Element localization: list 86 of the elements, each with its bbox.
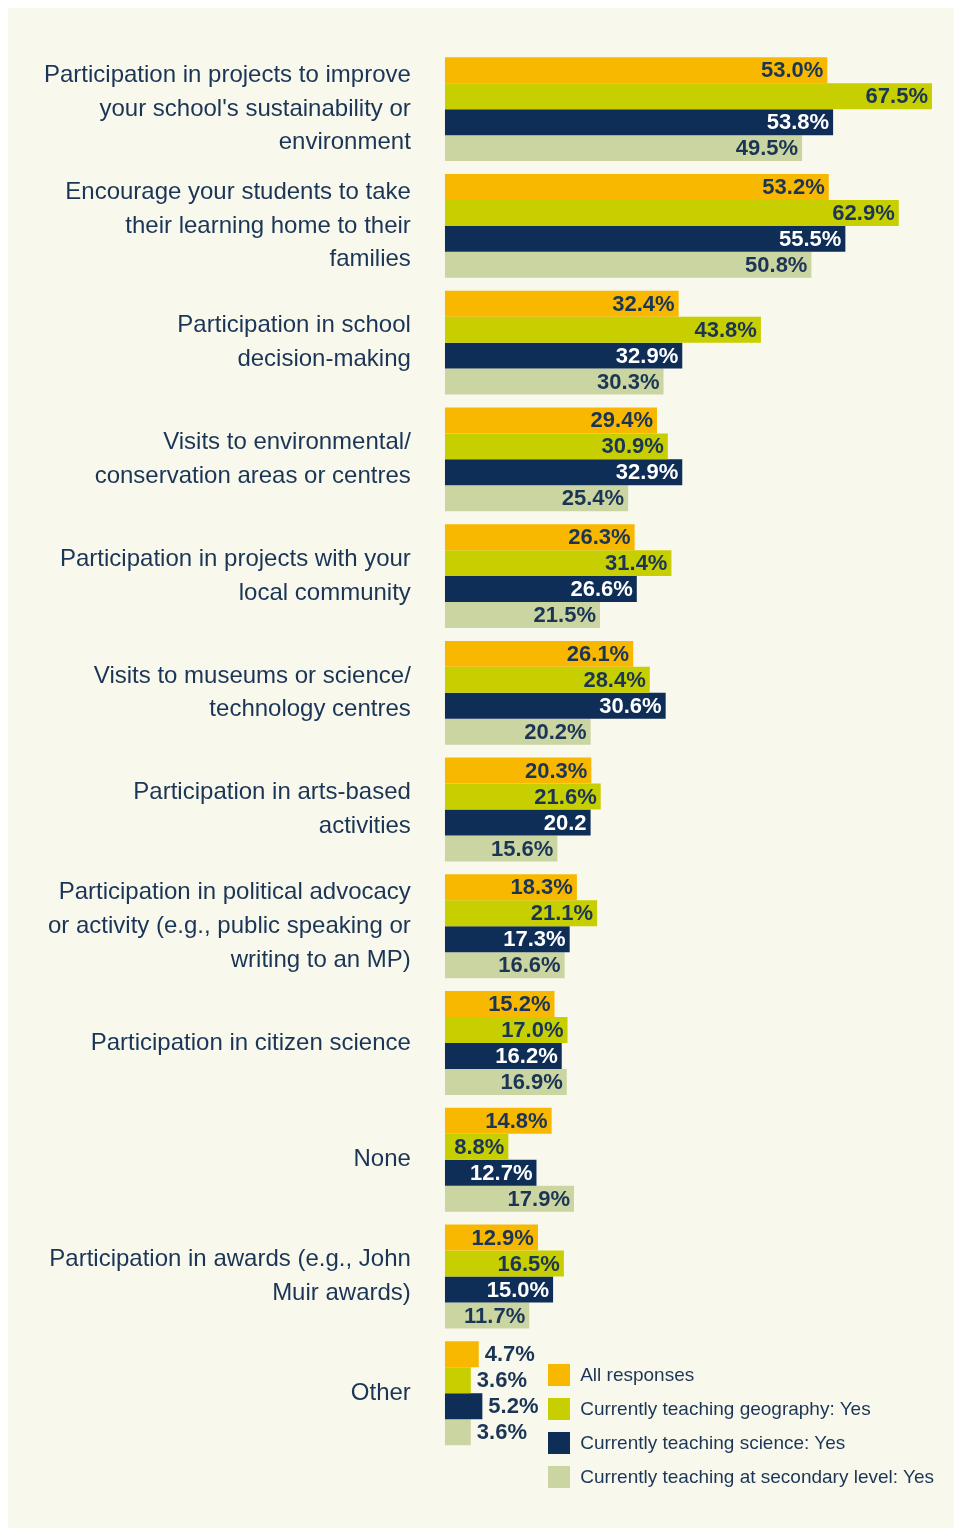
data-label: 21.1%	[530, 900, 594, 926]
data-label: 14.8%	[485, 1107, 548, 1133]
data-label: 17.0%	[501, 1017, 564, 1043]
data-label: 21.5%	[533, 602, 596, 628]
data-label: 43.8%	[694, 316, 757, 342]
bar	[444, 1419, 471, 1446]
data-label: 28.4%	[583, 666, 646, 692]
data-label: 17.9%	[507, 1185, 571, 1211]
bar	[444, 135, 803, 162]
data-label: 32.4%	[612, 290, 675, 316]
data-label: 5.2%	[488, 1393, 539, 1419]
bar	[444, 1367, 471, 1394]
y-tick-label: Other	[350, 1377, 411, 1405]
bar	[444, 342, 683, 369]
legend-label: Currently teaching at secondary level: Yes	[580, 1466, 934, 1488]
data-label: 30.9%	[601, 433, 664, 459]
data-label: 20.2	[543, 809, 587, 835]
y-tick-label: Participation in awards (e.g., John Muir awards)	[49, 1244, 411, 1305]
data-label: 16.5%	[497, 1250, 560, 1276]
data-label: 31.4%	[605, 550, 668, 576]
data-label: 15.2%	[488, 991, 551, 1017]
data-label: 30.3%	[597, 368, 660, 394]
data-label: 26.6%	[570, 576, 633, 602]
bar	[444, 83, 932, 110]
data-label: 3.6%	[476, 1419, 527, 1445]
bar	[444, 368, 664, 395]
data-label: 4.7%	[484, 1341, 535, 1367]
y-tick-label: Participation in political advocacy or activity (e.g., public speaking or writing to an MP)	[47, 877, 411, 972]
data-label: 32.9%	[615, 459, 679, 485]
data-label: 15.0%	[486, 1276, 550, 1302]
data-label: 53.0%	[760, 57, 824, 83]
data-label: 16.2%	[495, 1043, 558, 1069]
bar	[444, 407, 657, 434]
data-label: 49.5%	[735, 135, 799, 161]
data-label: 8.8%	[454, 1133, 505, 1159]
data-label: 16.9%	[500, 1069, 563, 1095]
data-label: 62.9%	[832, 199, 895, 225]
bar	[444, 199, 899, 226]
y-tick-label: Encourage your students to take their learning home to their families	[65, 176, 411, 272]
y-tick-label: Visits to museums or science/ technology centres	[93, 660, 412, 722]
y-tick-label: Participation in arts-based activities	[133, 777, 411, 838]
bar	[444, 173, 829, 200]
bar	[444, 1393, 483, 1420]
y-tick-label: Participation in citizen science	[90, 1027, 411, 1055]
data-label: 15.6%	[491, 835, 554, 861]
data-label: 55.5%	[778, 225, 842, 251]
data-label: 30.6%	[599, 692, 662, 718]
bar	[444, 316, 761, 343]
data-label: 53.8%	[766, 109, 830, 135]
data-label: 29.4%	[590, 407, 653, 433]
data-label: 20.2%	[524, 718, 587, 744]
bar	[444, 57, 828, 84]
data-label: 16.6%	[498, 952, 561, 978]
y-tick-label: Participation in school decision-making	[177, 310, 411, 372]
bar	[444, 225, 846, 252]
bar	[444, 251, 812, 278]
bar	[444, 109, 834, 136]
data-label: 25.4%	[561, 485, 625, 511]
legend-label: Currently teaching geography: Yes	[580, 1398, 871, 1420]
bar	[444, 433, 668, 460]
data-label: 26.3%	[568, 524, 631, 550]
bar	[444, 1341, 479, 1368]
data-label: 20.3%	[524, 757, 588, 783]
data-label: 67.5%	[865, 83, 928, 109]
data-label: 26.1%	[566, 640, 630, 666]
data-label: 32.9%	[615, 342, 679, 368]
bar	[444, 809, 591, 836]
legend-label: All responses	[580, 1364, 695, 1386]
y-tick-label: Participation in projects to improve your school's sustainability or environment	[43, 60, 412, 155]
data-label: 53.2%	[762, 174, 825, 199]
data-label: 18.3%	[510, 874, 573, 900]
data-label: 3.6%	[476, 1367, 527, 1393]
bar	[444, 459, 683, 486]
data-label: 50.8%	[745, 251, 808, 277]
data-label: 12.9%	[471, 1224, 534, 1250]
data-label: 17.3%	[503, 926, 566, 952]
bar	[444, 290, 679, 317]
data-label: 21.6%	[534, 783, 597, 809]
y-tick-label: Visits to environmental/ conservation areas or centres	[94, 427, 412, 488]
bar	[444, 550, 672, 577]
bar	[444, 692, 666, 719]
y-tick-label: None	[353, 1144, 411, 1172]
data-label: 11.7%	[464, 1302, 526, 1328]
data-label: 12.7%	[470, 1159, 533, 1185]
legend-label: Currently teaching science: Yes	[580, 1432, 846, 1454]
y-tick-label: Participation in projects with your local community	[60, 543, 411, 605]
